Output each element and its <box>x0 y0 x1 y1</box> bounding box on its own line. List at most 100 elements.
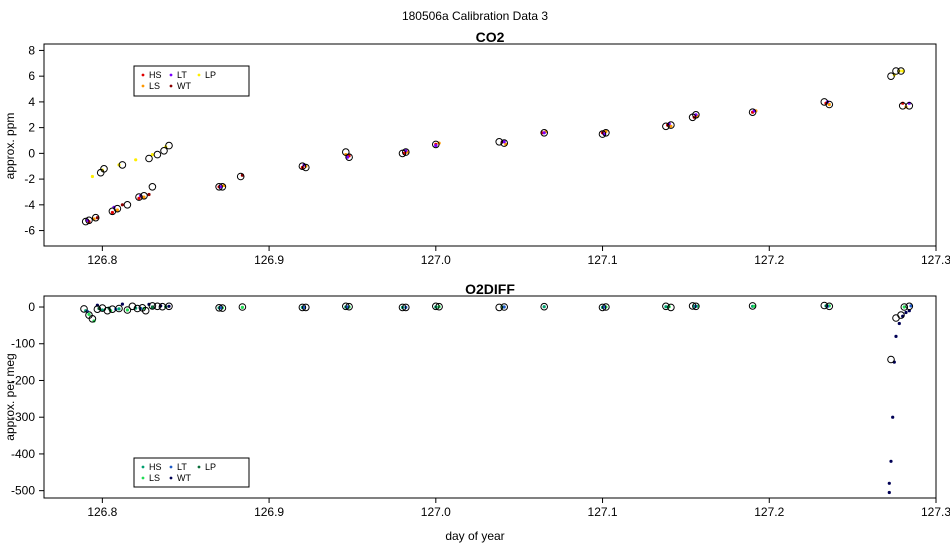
co2-legend-label-hs: HS <box>149 70 162 80</box>
co2-average-marker <box>91 213 100 222</box>
co2-average-marker <box>236 172 245 181</box>
o2diff-x-tick-label: 127.2 <box>754 505 784 519</box>
co2-x-tick-label: 127.3 <box>921 253 950 267</box>
o2diff-average-marker <box>153 302 162 311</box>
o2diff-average-marker <box>128 302 137 311</box>
co2-average-marker <box>85 216 93 225</box>
o2diff-point-wt <box>889 459 893 463</box>
co2-x-tick-label: 127.0 <box>421 253 451 267</box>
co2-x-tick-label: 126.8 <box>87 253 117 267</box>
o2diff-point-lp <box>150 305 154 309</box>
co2-point-ls <box>827 102 831 107</box>
co2-y-tick-label: 6 <box>28 69 35 83</box>
o2diff-point-lt <box>602 305 606 309</box>
o2diff-point-lt <box>909 304 913 308</box>
co2-legend-swatch-hs <box>141 73 145 77</box>
o2diff-point-wt <box>887 481 891 485</box>
co2-point-hs <box>137 196 141 200</box>
o2diff-average-marker <box>115 304 123 313</box>
co2-average-marker <box>887 72 895 80</box>
co2-average-marker <box>118 161 127 169</box>
co2-average-marker <box>602 129 610 137</box>
co2-average-marker <box>123 201 132 209</box>
co2-average-marker <box>748 108 757 116</box>
co2-point-lt <box>219 185 223 189</box>
o2diff-point-ls <box>125 308 129 312</box>
o2diff-x-tick-label: 126.9 <box>254 505 284 519</box>
o2diff-plot-frame <box>43 295 937 499</box>
o2diff-y-tick-label: -500 <box>11 484 35 498</box>
o2diff-point-ls <box>240 305 244 309</box>
co2-legend-swatch-ls <box>141 84 145 88</box>
co2-average-marker <box>145 154 153 163</box>
co2-average-marker <box>81 217 90 226</box>
co2-point-lt <box>434 144 438 148</box>
co2-y-tick-label: 0 <box>28 146 35 160</box>
o2diff-average-marker <box>133 304 142 313</box>
o2diff-average-marker <box>662 302 670 311</box>
co2-point-ls <box>669 124 673 128</box>
co2-average-marker <box>298 162 307 170</box>
co2-point-lp <box>901 69 905 73</box>
co2-axes: 126.8 126.9 127.0 127.1 127.2 127.3 -6 -4 -2 0 2 4 6… <box>24 43 950 267</box>
o2diff-point-wt <box>894 334 898 338</box>
o2diff-average-marker <box>432 302 440 311</box>
o2diff-average-marker <box>218 304 227 312</box>
co2-y-tick-label: 8 <box>28 43 35 57</box>
o2diff-y-tick-label: -300 <box>11 410 35 424</box>
o2diff-x-tick-label: 127.1 <box>588 505 618 519</box>
co2-panel-title: CO2 <box>476 29 505 45</box>
o2diff-average-marker <box>692 302 700 311</box>
o2diff-point-hs <box>542 305 546 309</box>
o2diff-point-lt <box>302 305 306 309</box>
o2diff-average-marker <box>688 302 697 310</box>
co2-y-tick-label: -4 <box>24 198 35 212</box>
o2diff-average-marker <box>500 303 509 311</box>
co2-average-marker <box>897 67 905 75</box>
o2diff-average-marker <box>93 305 102 314</box>
o2diff-average-marker <box>495 303 504 312</box>
co2-average-marker <box>148 183 157 191</box>
o2diff-point-wt <box>887 490 891 495</box>
co2-average-marker <box>165 141 173 150</box>
o2diff-y-tick-label: 0 <box>28 300 35 314</box>
co2-average-marker <box>825 100 834 109</box>
o2diff-average-marker <box>602 303 610 311</box>
o2diff-legend-swatch-lp <box>197 465 201 469</box>
o2diff-average-marker <box>345 302 353 311</box>
co2-point-wt <box>120 203 124 207</box>
co2-x-tick-label: 127.1 <box>588 253 618 267</box>
o2diff-point-wt <box>904 310 908 315</box>
co2-legend-label-ls: LS <box>149 81 160 91</box>
o2diff-point-wt <box>120 302 124 306</box>
o2diff-average-marker <box>103 306 112 315</box>
o2diff-x-tick-label: 127.3 <box>921 505 950 519</box>
o2diff-average-marker <box>165 302 173 311</box>
o2diff-average-marker <box>342 302 350 311</box>
o2diff-average-marker <box>905 302 914 311</box>
o2diff-average-marker <box>892 314 900 322</box>
co2-legend-label-lp: LP <box>205 70 216 80</box>
co2-average-marker <box>598 130 607 138</box>
o2diff-average-marker <box>141 306 150 315</box>
o2diff-average-marker <box>825 302 834 311</box>
o2diff-legend-label-ls: LS <box>149 473 160 483</box>
co2-average-marker <box>495 138 504 146</box>
o2diff-point-ls <box>87 312 91 316</box>
co2-point-lp <box>90 174 94 179</box>
co2-average-marker <box>215 183 223 191</box>
co2-average-marker <box>662 122 670 131</box>
o2diff-legend-label-lt: LT <box>177 462 187 472</box>
co2-marks <box>81 67 914 226</box>
o2diff-point-lt <box>219 306 223 310</box>
co2-average-marker <box>113 204 122 213</box>
o2diff-y-tick-label: -400 <box>11 447 35 461</box>
co2-average-marker <box>500 139 509 147</box>
co2-point-wt <box>95 216 99 220</box>
co2-point-lt <box>542 131 546 135</box>
co2-point-lp <box>134 158 138 162</box>
co2-legend-swatch-lp <box>197 73 201 77</box>
o2diff-average-marker <box>148 302 157 310</box>
co2-point-wt <box>147 192 151 197</box>
